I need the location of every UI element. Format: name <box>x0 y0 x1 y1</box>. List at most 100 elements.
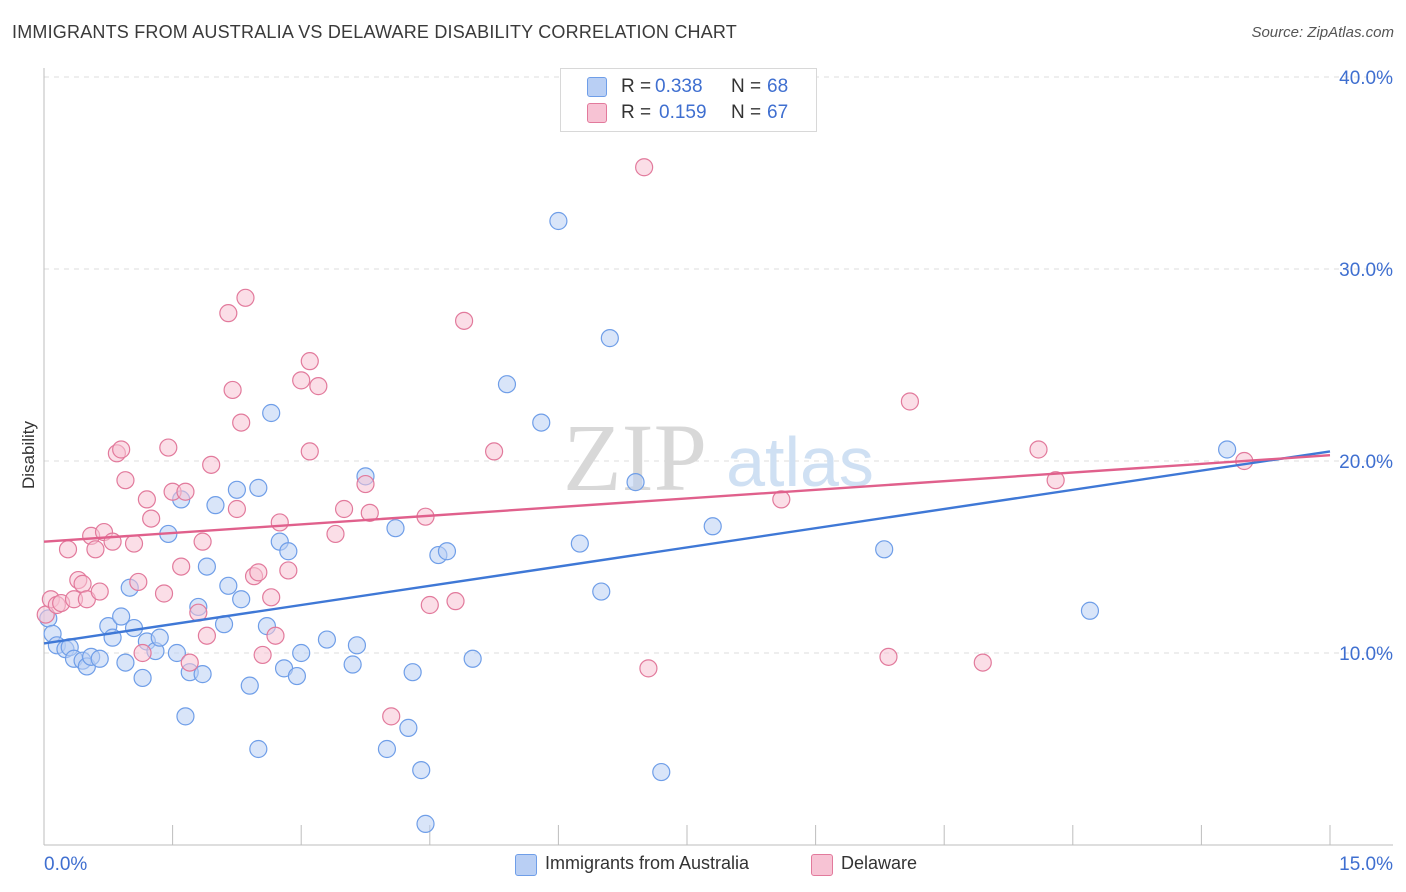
legend-item-australia[interactable]: Immigrants from Australia <box>515 852 785 876</box>
delaware-point <box>300 352 319 371</box>
australia-legend-swatch <box>515 854 537 876</box>
australia-point <box>116 653 135 672</box>
x-tick-label-min: 0.0% <box>44 854 87 875</box>
delaware-point <box>262 588 281 607</box>
delaware-point <box>236 288 255 307</box>
australia-point <box>437 542 457 561</box>
australia-point <box>279 542 298 561</box>
source-credit: Source: ZipAtlas.com <box>1251 24 1394 41</box>
australia-point <box>412 761 431 780</box>
australia-point <box>90 649 109 668</box>
australia-point <box>249 478 268 497</box>
delaware-point <box>635 158 654 177</box>
australia-point <box>497 375 517 394</box>
australia-point <box>343 655 362 674</box>
australia-trend-line <box>43 450 1331 645</box>
australia-point <box>206 496 225 515</box>
delaware-point <box>454 311 474 330</box>
delaware-point <box>142 509 161 528</box>
australia-point <box>133 668 152 688</box>
delaware-n-value: 67 <box>767 102 789 123</box>
delaware-point <box>382 707 401 726</box>
delaware-point <box>159 438 178 457</box>
delaware-point <box>223 380 242 400</box>
watermark-atlas: atlas <box>726 423 874 501</box>
delaware-point <box>193 532 212 551</box>
delaware-point <box>266 626 285 645</box>
delaware-point <box>279 561 298 580</box>
r-label: R = <box>621 102 652 123</box>
delaware-point <box>639 659 658 678</box>
delaware-point <box>172 557 191 576</box>
australia-point <box>386 519 405 538</box>
australia-point <box>193 665 212 684</box>
delaware-point <box>124 534 144 553</box>
australia-point <box>377 739 397 759</box>
n-label: N = <box>731 76 762 97</box>
r-label: R = <box>621 76 652 97</box>
delaware-point <box>112 440 131 459</box>
delaware-r-value: 0.159 <box>659 102 707 123</box>
delaware-legend-swatch <box>811 854 833 876</box>
australia-n-value: 68 <box>767 76 789 97</box>
australia-point <box>592 582 611 601</box>
australia-r-value: 0.338 <box>655 76 703 97</box>
australia-point <box>600 329 619 348</box>
australia-point <box>150 628 169 647</box>
delaware-point <box>58 540 78 559</box>
australia-point <box>463 649 482 668</box>
australia-point <box>626 473 645 492</box>
delaware-swatch <box>587 103 607 123</box>
delaware-point <box>420 595 439 615</box>
delaware-point <box>446 592 465 611</box>
delaware-point <box>180 653 199 672</box>
legend-item-delaware[interactable]: Delaware <box>811 852 941 876</box>
australia-point <box>176 707 195 726</box>
x-tick-label-max: 15.0% <box>1339 854 1393 875</box>
delaware-point <box>249 563 268 582</box>
australia-point <box>317 630 337 649</box>
delaware-point <box>973 653 992 672</box>
y-axis-label: Disability <box>19 420 38 489</box>
delaware-point <box>202 455 221 474</box>
delaware-point <box>90 582 109 601</box>
delaware-point <box>129 572 148 592</box>
n-label: N = <box>731 102 762 123</box>
delaware-point <box>300 442 319 461</box>
delaware-point <box>116 471 135 490</box>
delaware-point <box>326 524 345 544</box>
delaware-point <box>154 584 174 603</box>
australia-point <box>403 663 422 682</box>
delaware-point <box>227 499 246 519</box>
australia-point <box>652 762 671 782</box>
australia-point <box>227 480 246 499</box>
delaware-point <box>270 513 289 532</box>
delaware-point <box>292 371 311 390</box>
delaware-legend-label: Delaware <box>841 853 918 873</box>
australia-point <box>1218 440 1237 459</box>
delaware-point <box>133 643 152 663</box>
y-tick-label: 10.0% <box>1339 644 1393 665</box>
australia-point <box>875 540 894 559</box>
australia-point <box>570 534 589 553</box>
delaware-point <box>73 574 92 593</box>
delaware-point <box>197 626 216 645</box>
australia-point <box>347 636 367 655</box>
delaware-point <box>1029 440 1048 459</box>
watermark-zip: ZIP <box>563 404 707 511</box>
australia-point <box>416 814 435 833</box>
australia-point <box>532 413 551 432</box>
y-tick-label: 20.0% <box>1339 452 1393 473</box>
y-tick-label: 30.0% <box>1339 260 1393 281</box>
delaware-point <box>137 490 156 509</box>
delaware-point <box>356 474 375 494</box>
delaware-point <box>1046 471 1065 490</box>
australia-point <box>240 676 259 695</box>
australia-legend-label: Immigrants from Australia <box>545 853 750 873</box>
stats-legend: R = 0.338 N = 68 R = 0.159 N = 67 <box>560 68 817 132</box>
stats-row-australia: R = 0.338 N = 68 <box>587 75 809 99</box>
delaware-point <box>900 392 920 411</box>
australia-point <box>1080 601 1100 620</box>
delaware-point <box>219 304 238 323</box>
